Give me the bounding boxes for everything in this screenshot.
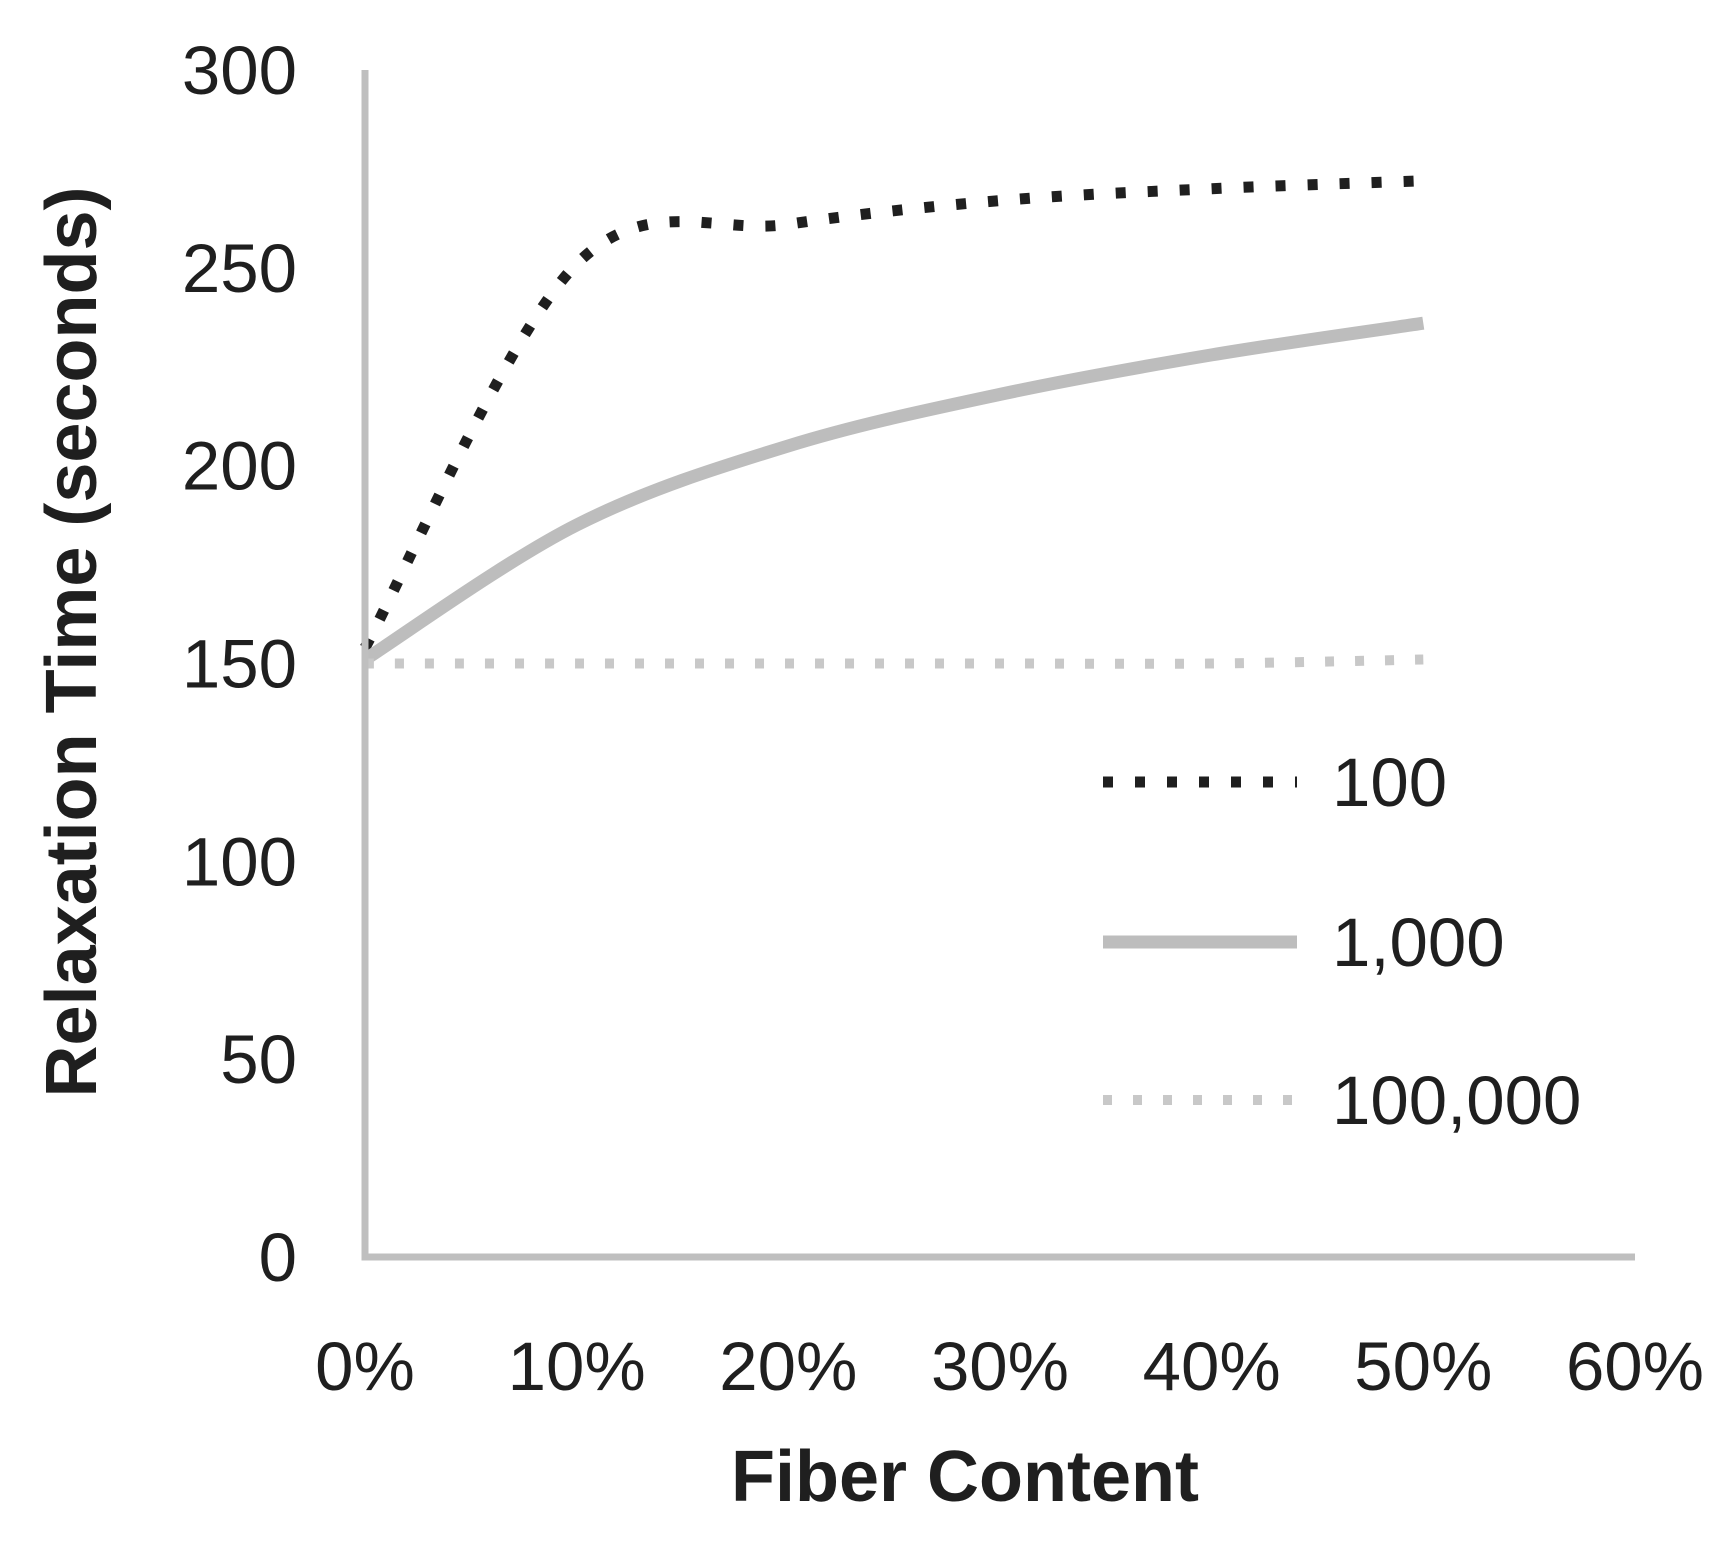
x-tick-label: 0% — [315, 1328, 415, 1405]
legend-item: 100 — [1103, 744, 1447, 821]
legend-label: 100,000 — [1332, 1062, 1581, 1139]
y-tick-label: 0 — [259, 1219, 297, 1296]
series-line-1000 — [361, 316, 1425, 665]
series-line-100000 — [364, 654, 1424, 669]
tick-layer: 0 50 100 150 200 250 300 0% 10% 20% 30% 40% 50% 60% — [182, 32, 1704, 1405]
x-tick-label: 20% — [719, 1328, 857, 1405]
y-tick-label: 50 — [220, 1021, 297, 1098]
x-tick-label: 60% — [1566, 1328, 1704, 1405]
x-tick-label: 40% — [1143, 1328, 1281, 1405]
legend-layer: 100 1,000 100,000 — [1103, 744, 1581, 1139]
legend-label: 100 — [1332, 744, 1447, 821]
legend-item: 100,000 — [1103, 1062, 1581, 1139]
y-tick-label: 200 — [182, 428, 297, 505]
x-tick-label: 50% — [1354, 1328, 1492, 1405]
y-tick-label: 250 — [182, 230, 297, 307]
y-tick-label: 300 — [182, 32, 297, 109]
x-axis-title: Fiber Content — [731, 1437, 1199, 1517]
x-tick-label: 10% — [508, 1328, 646, 1405]
legend-label: 1,000 — [1332, 904, 1505, 981]
series-layer — [360, 175, 1425, 669]
y-tick-label: 100 — [182, 823, 297, 900]
y-axis-title: Relaxation Time (seconds) — [32, 187, 112, 1098]
axis-layer — [361, 70, 1635, 1261]
legend-item: 1,000 — [1103, 904, 1505, 981]
series-line-100 — [360, 175, 1424, 651]
y-tick-label: 150 — [182, 626, 297, 703]
x-tick-label: 30% — [931, 1328, 1069, 1405]
